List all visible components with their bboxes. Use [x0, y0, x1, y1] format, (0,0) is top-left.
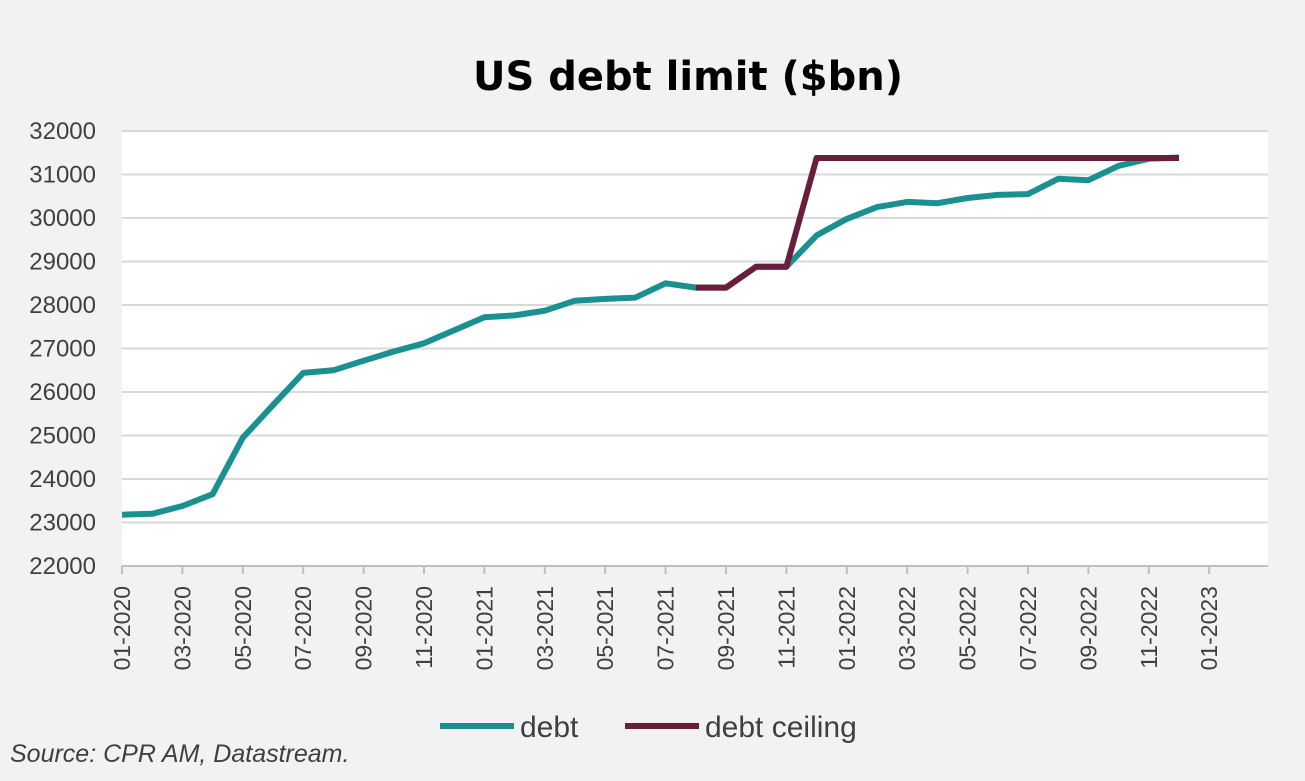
- x-tick-label: 05-2021: [592, 586, 618, 670]
- y-tick-label: 31000: [29, 162, 96, 189]
- x-tick-label: 09-2022: [1075, 586, 1101, 670]
- y-axis: 32000 31000 30000 29000 28000 27000 26000 25000…: [29, 118, 96, 580]
- x-tick-label: 07-2020: [290, 586, 316, 670]
- y-tick-label: 28000: [29, 292, 96, 319]
- x-tick-label: 03-2022: [894, 586, 920, 670]
- x-tick-label: 05-2020: [230, 586, 256, 670]
- chart-title: US debt limit ($bn): [473, 54, 903, 100]
- x-tick-label: 05-2022: [955, 586, 981, 670]
- x-tick-label: 09-2021: [713, 586, 739, 670]
- legend-item-debt: debt: [440, 711, 579, 744]
- y-tick-label: 25000: [29, 423, 96, 450]
- y-tick-label: 24000: [29, 466, 96, 493]
- y-tick-label: 26000: [29, 379, 96, 406]
- legend-label: debt ceiling: [705, 711, 857, 744]
- series-line-debt-ceiling: [695, 155, 1179, 291]
- y-tick-label: 27000: [29, 336, 96, 363]
- x-tick-label: 01-2021: [471, 586, 497, 670]
- x-tick-label: 03-2021: [532, 586, 558, 670]
- x-tick-label: 03-2020: [169, 586, 195, 670]
- legend: debt debt ceiling: [440, 711, 857, 744]
- y-tick-label: 30000: [29, 205, 96, 232]
- x-tick-label: 11-2020: [411, 586, 437, 669]
- y-tick-label: 22000: [29, 553, 96, 580]
- x-tick-label: 07-2021: [653, 586, 679, 670]
- series-lines: [121, 154, 1180, 518]
- x-axis: 01-2020 03-2020 05-2020 07-2020 09-2020 11-20…: [109, 565, 1268, 670]
- y-tick-label: 23000: [29, 510, 96, 537]
- series-line-debt: [121, 154, 1180, 518]
- x-tick-label: 11-2022: [1136, 586, 1162, 669]
- legend-item-debt-ceiling: debt ceiling: [625, 711, 857, 744]
- legend-label: debt: [520, 711, 579, 744]
- x-tick-label: 11-2021: [773, 586, 799, 669]
- x-tick-label: 07-2022: [1015, 586, 1041, 670]
- x-tick-label: 01-2023: [1196, 586, 1222, 670]
- source-note: Source: CPR AM, Datastream.: [10, 740, 350, 768]
- x-tick-label: 01-2020: [109, 586, 135, 670]
- y-tick-label: 29000: [29, 249, 96, 276]
- y-tick-label: 32000: [29, 118, 96, 145]
- x-tick-label: 09-2020: [351, 586, 377, 670]
- x-tick-label: 01-2022: [834, 586, 860, 670]
